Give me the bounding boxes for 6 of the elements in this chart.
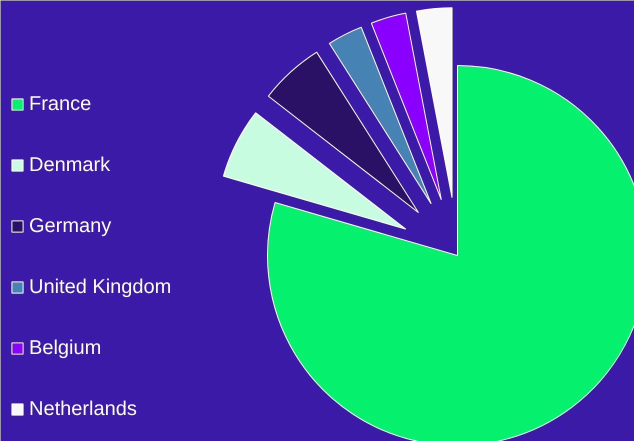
legend-label: Germany	[29, 214, 112, 238]
legend-label: Belgium	[29, 336, 102, 360]
legend-label: United Kingdom	[29, 275, 172, 299]
legend-label: Netherlands	[29, 397, 137, 421]
legend-label: France	[29, 92, 92, 116]
legend-label: Denmark	[29, 153, 110, 177]
